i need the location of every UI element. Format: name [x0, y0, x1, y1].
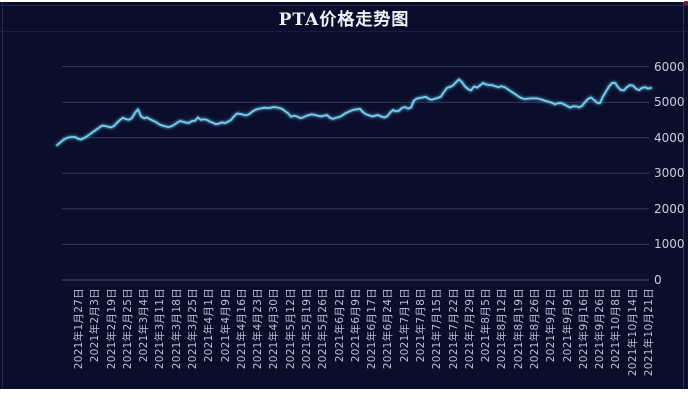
y-tick-label: 4000 — [654, 130, 685, 145]
x-tick-label: 2021年9月26日 — [594, 288, 607, 370]
x-tick-label: 2021年3月11日 — [154, 288, 167, 370]
x-tick-label: 2021年9月9日 — [561, 288, 574, 363]
x-tick-label: 2021年3月25日 — [187, 288, 199, 370]
price-line — [56, 78, 652, 147]
x-tick-label: 2021年6月9日 — [349, 288, 362, 363]
red-corner-dot — [684, 1, 688, 5]
x-tick-label: 2021年8月5日 — [480, 288, 493, 363]
x-tick-label: 2021年5月19日 — [301, 288, 313, 370]
x-tick-label: 2021年8月19日 — [512, 288, 525, 370]
panel-inner-right-line — [683, 2, 684, 389]
panel-faint-divider-line — [0, 31, 688, 32]
y-tick-label: 3000 — [654, 166, 685, 181]
x-tick-label: 2021年7月29日 — [463, 288, 476, 370]
chart-title: PTA价格走势图 — [278, 10, 410, 30]
x-tick-label: 2021年5月12日 — [284, 288, 297, 370]
x-tick-label: 2021年4月16日 — [235, 288, 248, 370]
x-tick-label: 2021年7月8日 — [415, 288, 427, 363]
x-tick-label: 2021年10月14日 — [626, 288, 639, 377]
y-tick-label: 1000 — [654, 237, 685, 252]
x-tick-label: 2021年4月23日 — [252, 288, 265, 370]
x-tick-label: 2021年8月26日 — [529, 288, 541, 370]
y-tick-label: 0 — [654, 273, 662, 287]
x-tick-label: 2021年7月1日 — [398, 288, 411, 363]
x-tick-label: 2021年7月15日 — [431, 288, 444, 370]
y-tick-label: 6000 — [654, 59, 685, 74]
x-tick-label: 2021年9月16日 — [577, 288, 590, 370]
x-tick-label: 2021年5月26日 — [317, 288, 330, 370]
x-tick-label: 2021年6月2日 — [333, 288, 346, 363]
panel-inner-left-line — [2, 2, 3, 389]
x-tick-label: 2021年4月30日 — [268, 288, 281, 370]
x-tick-label: 2021年6月17日 — [366, 288, 379, 370]
x-tick-label: 2021年3月18日 — [170, 288, 183, 370]
panel-inner-top-line — [0, 5, 688, 6]
x-tick-label: 2021年7月22日 — [447, 288, 460, 370]
x-tick-label: 2021年4月1日 — [203, 288, 216, 363]
x-tick-label: 2021年2月3日 — [89, 288, 102, 363]
x-tick-label: 2021年6月24日 — [382, 288, 395, 370]
y-tick-label: 5000 — [654, 95, 685, 110]
x-tick-label: 2021年3月4日 — [138, 288, 151, 363]
x-tick-label: 2021年2月19日 — [105, 288, 118, 370]
x-tick-label: 2021年8月12日 — [496, 288, 509, 370]
x-tick-label: 2021年10月8日 — [610, 288, 623, 370]
x-tick-label: 2021年2月25日 — [121, 288, 134, 370]
price-line-glow — [54, 77, 654, 148]
x-tick-label: 2021年10月21日 — [643, 288, 655, 377]
x-tick-label: 2021年9月2日 — [545, 288, 558, 363]
x-tick-label: 2021年1月27日 — [73, 288, 85, 370]
x-tick-label: 2021年4月9日 — [219, 288, 232, 363]
y-tick-label: 2000 — [654, 201, 685, 216]
